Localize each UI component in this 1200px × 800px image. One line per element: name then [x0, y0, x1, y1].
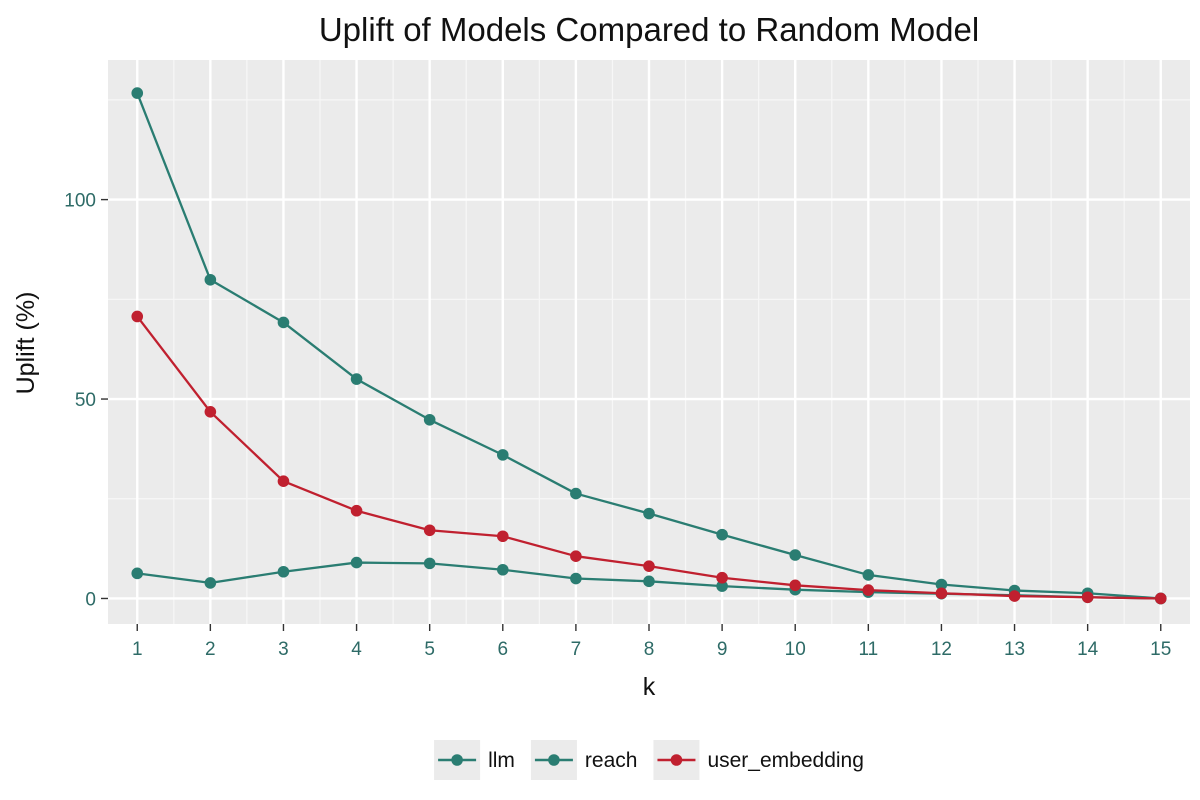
data-point: [570, 487, 582, 500]
data-point: [1154, 592, 1167, 605]
x-tick-label: 12: [931, 639, 952, 660]
data-point: [1008, 590, 1021, 602]
legend-item-reach: reach: [530, 740, 638, 780]
data-point: [935, 578, 948, 591]
x-tick-label: 4: [351, 639, 362, 660]
x-tick-label: 1: [132, 639, 143, 660]
data-point: [350, 556, 363, 569]
data-point: [204, 406, 217, 418]
data-point: [277, 316, 290, 329]
data-point: [350, 373, 363, 385]
data-point: [131, 310, 144, 323]
y-tick-label: 100: [64, 191, 96, 212]
x-tick-label: 7: [571, 639, 582, 660]
data-point: [862, 584, 875, 596]
series-user-embedding: [131, 310, 1167, 605]
data-point: [643, 560, 655, 572]
legend-item-llm: llm: [434, 740, 515, 780]
data-point: [131, 87, 144, 99]
data-point: [496, 530, 509, 543]
data-point: [789, 549, 802, 561]
data-point: [423, 413, 436, 426]
x-tick-label: 5: [424, 639, 435, 660]
series-layer: [131, 87, 1167, 605]
data-point: [423, 524, 436, 537]
legend-label: llm: [488, 749, 515, 772]
data-point: [204, 273, 217, 286]
data-point: [277, 565, 290, 578]
y-axis-title: Uplift (%): [12, 292, 40, 395]
data-point: [716, 571, 728, 584]
legend-label: user_embedding: [707, 749, 863, 772]
data-point: [570, 550, 582, 562]
x-tick-label: 11: [858, 639, 878, 660]
legend-key-point: [451, 754, 463, 766]
data-point: [277, 475, 290, 488]
major-gridlines: [108, 60, 1190, 624]
data-point: [131, 567, 144, 580]
data-point: [350, 504, 363, 517]
x-tick-label: 10: [785, 639, 806, 660]
data-point: [570, 572, 582, 585]
data-point: [496, 449, 509, 461]
y-tick-label: 0: [85, 589, 96, 610]
legend-label: reach: [585, 749, 638, 772]
x-tick-label: 6: [497, 639, 508, 660]
x-tick-label: 9: [717, 639, 728, 660]
data-point: [716, 580, 728, 592]
data-point: [862, 569, 875, 581]
x-tick-label: 15: [1150, 639, 1171, 660]
x-tick-label: 2: [205, 639, 216, 660]
chart-title: Uplift of Models Compared to Random Mode…: [319, 11, 979, 48]
data-point: [204, 577, 217, 589]
data-point: [496, 563, 509, 576]
series-llm: [131, 87, 1167, 605]
x-axis-tick-labels: 1 2 3 4 5 6 7 8 9 10 11 12 13 14 15: [132, 639, 1171, 660]
data-point: [1081, 591, 1094, 604]
legend: llm reach user_embedding: [434, 740, 864, 780]
data-point: [643, 575, 655, 588]
x-tick-label: 3: [278, 639, 289, 660]
axis-ticks: [101, 198, 1162, 631]
x-tick-label: 14: [1077, 639, 1099, 660]
data-point: [643, 507, 655, 520]
data-point: [789, 579, 802, 592]
x-tick-label: 8: [644, 639, 655, 660]
data-point: [423, 557, 436, 570]
legend-key-point: [670, 754, 683, 766]
y-tick-label: 50: [75, 390, 96, 411]
x-axis-title: k: [643, 673, 656, 701]
x-tick-label: 13: [1004, 639, 1025, 660]
data-point: [935, 587, 948, 600]
legend-item-user-embedding: user_embedding: [653, 740, 864, 780]
y-axis-tick-labels: 0 50 100: [64, 191, 96, 611]
data-point: [716, 528, 728, 541]
legend-key-point: [548, 754, 560, 766]
